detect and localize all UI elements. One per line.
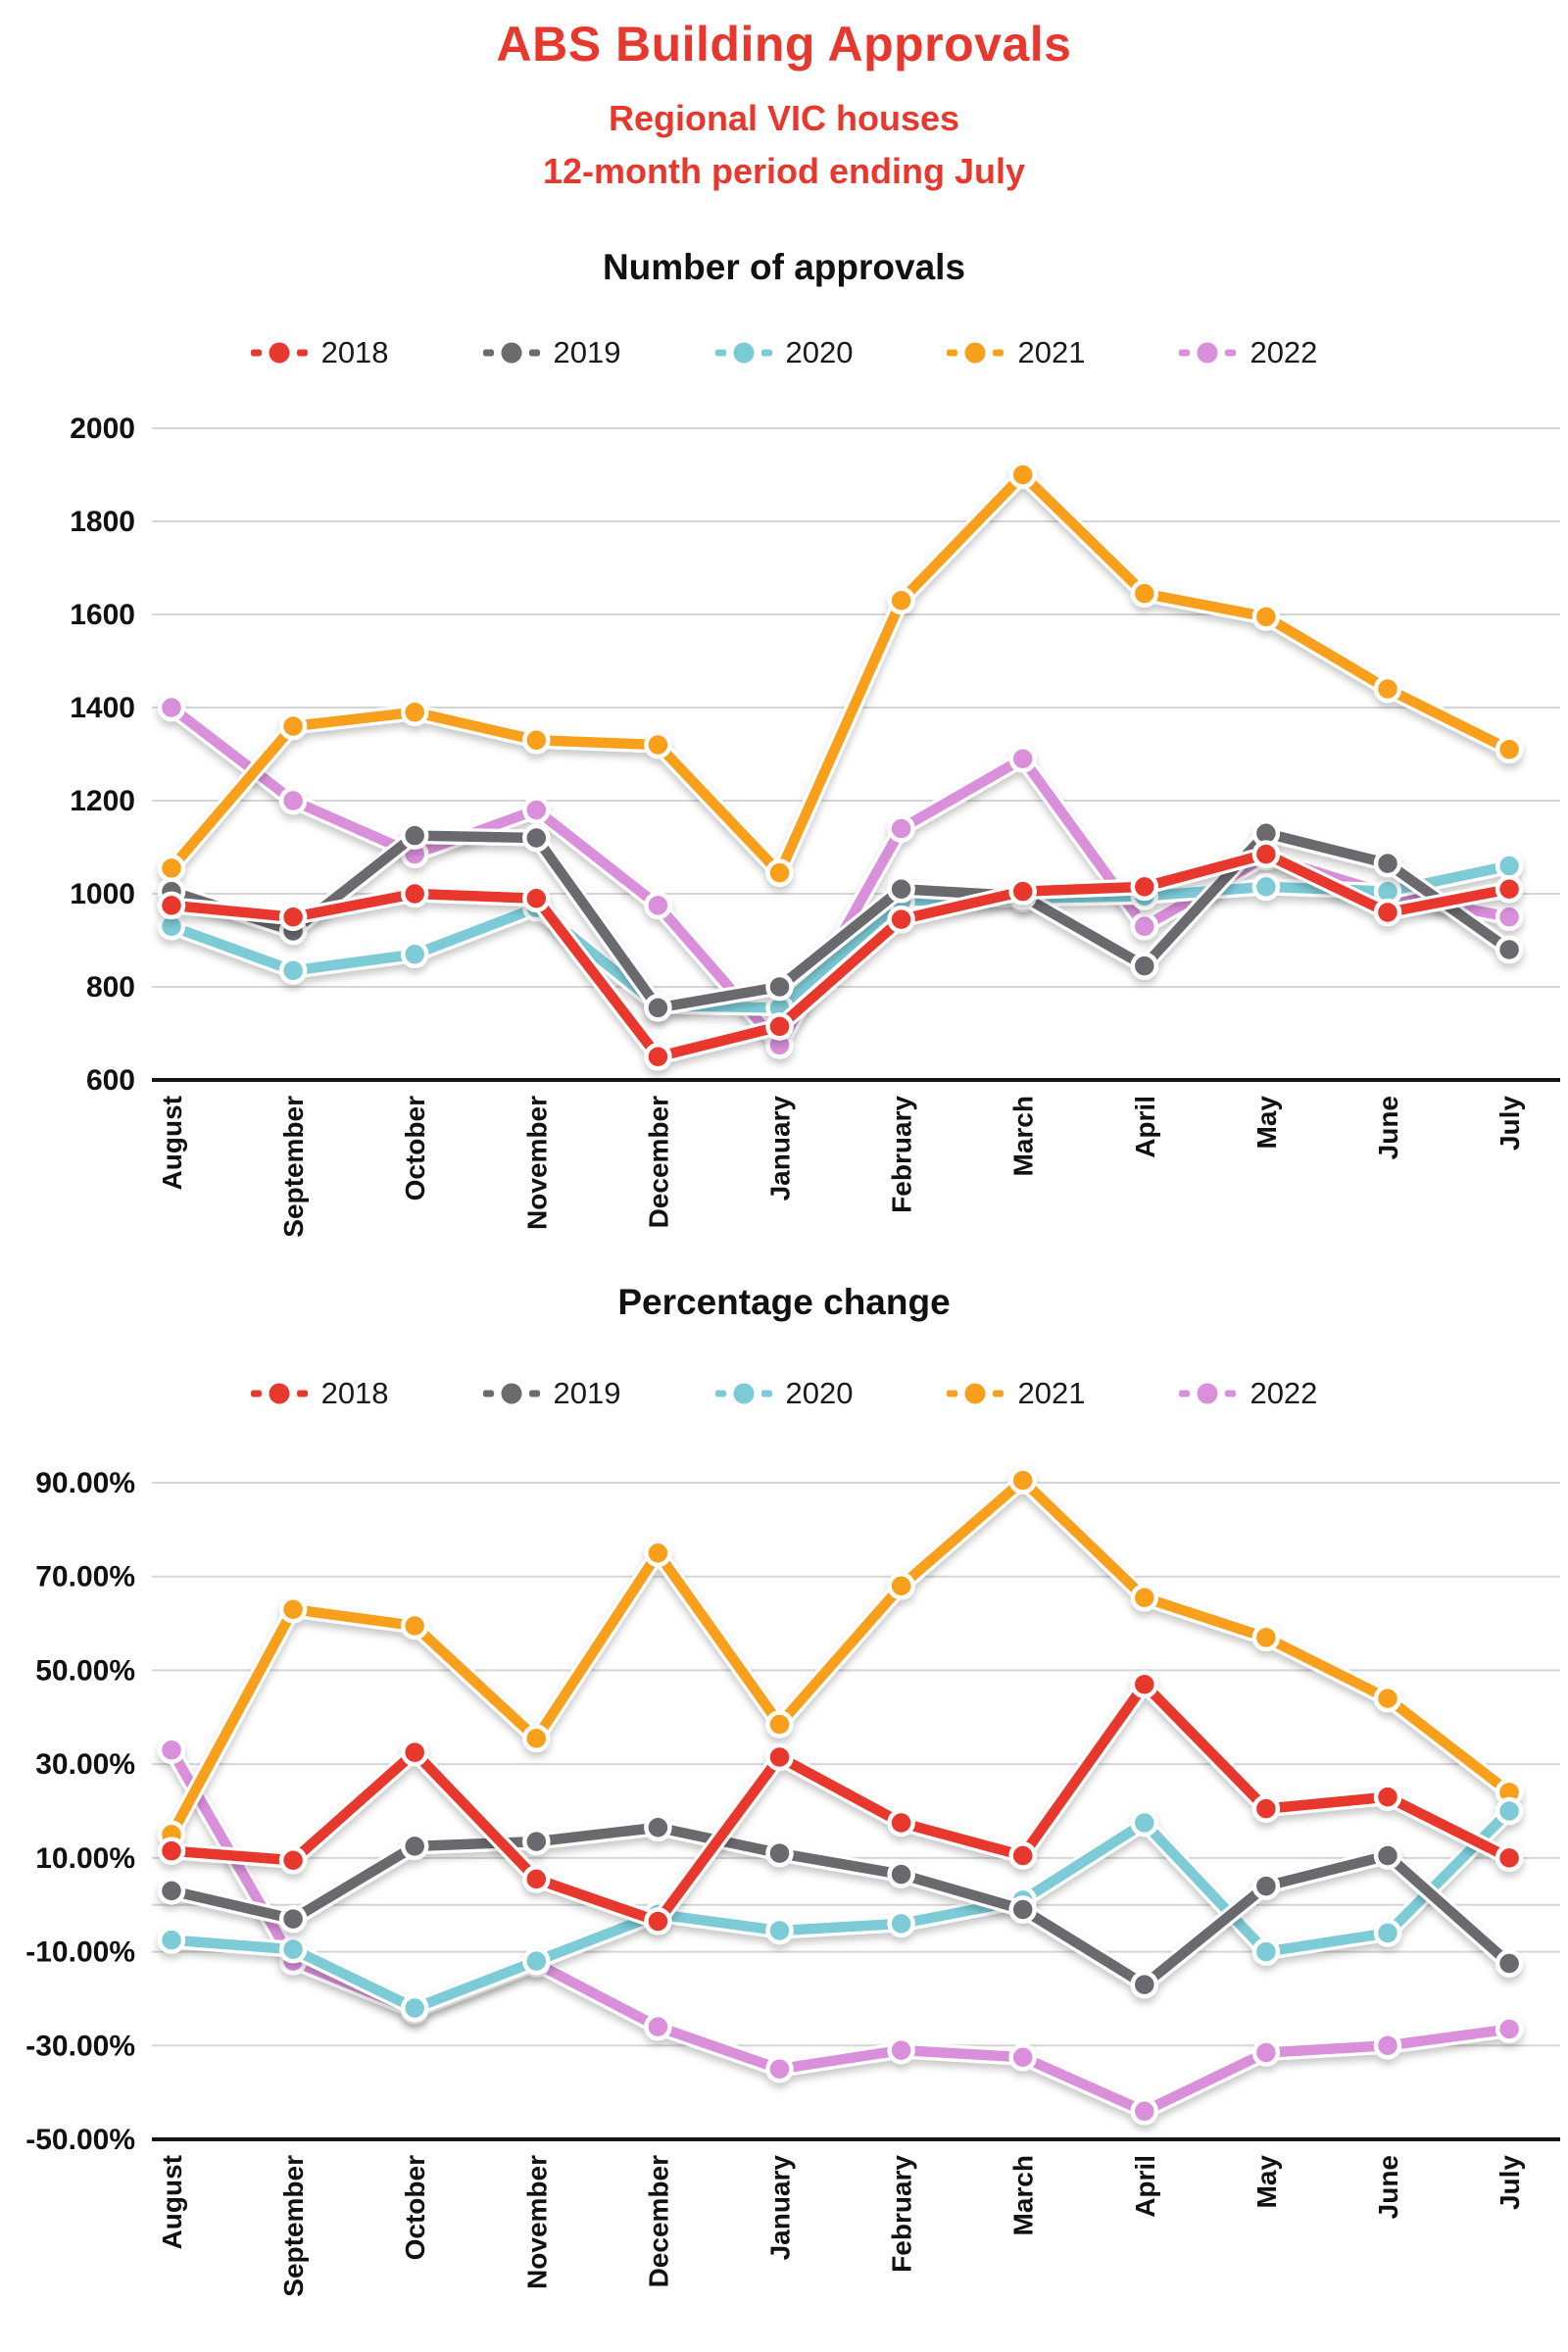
legend-marker-icon [482,342,540,364]
legend-marker-icon [1179,342,1237,364]
svg-text:June: June [1373,2155,1403,2219]
approvals-chart-title: Number of approvals [602,247,966,287]
svg-text:April: April [1130,2155,1160,2218]
legend-item-2018: 2018 [250,1376,389,1411]
legend-marker-icon [250,1383,308,1404]
legend-item-2018: 2018 [250,335,389,370]
svg-text:800: 800 [86,971,135,1004]
legend-item-2020: 2020 [714,335,854,370]
svg-text:October: October [400,1096,430,1200]
svg-text:-30.00%: -30.00% [25,2030,135,2062]
svg-text:90.00%: 90.00% [35,1467,135,1499]
legend-label: 2020 [785,1376,854,1410]
svg-text:1600: 1600 [70,599,135,631]
svg-text:February: February [887,1096,917,1213]
svg-text:70.00%: 70.00% [35,1561,135,1593]
page-subtitle-period: 12-month period ending July [542,151,1026,191]
svg-text:August: August [157,1096,187,1190]
svg-text:November: November [521,1096,552,1230]
svg-text:September: September [278,2155,309,2297]
legend-label: 2021 [1017,335,1086,369]
legend-marker-icon [250,342,308,364]
legend-item-2022: 2022 [1179,335,1317,370]
legend-item-2019: 2019 [482,1376,621,1411]
svg-text:October: October [400,2155,430,2260]
legend-marker-icon [947,1383,1004,1404]
svg-text:June: June [1373,1096,1403,1159]
svg-text:January: January [765,2155,796,2261]
svg-text:-10.00%: -10.00% [25,1936,135,1969]
svg-text:30.00%: 30.00% [35,1748,135,1781]
page-title: ABS Building Approvals [496,17,1072,72]
page-subtitle-region: Regional VIC houses [608,98,960,138]
legend-label: 2019 [553,1376,621,1410]
svg-text:November: November [521,2155,552,2289]
legend-label: 2018 [320,335,389,369]
svg-text:600: 600 [86,1064,135,1097]
legend-item-2019: 2019 [482,335,621,370]
legend-item-2022: 2022 [1179,1376,1317,1411]
legend-marker-icon [1179,1383,1237,1404]
approvals-chart-legend: 2018 2019 2020 2021 2022 [0,335,1568,370]
svg-text:2000: 2000 [70,413,135,445]
svg-text:1400: 1400 [70,692,135,724]
svg-text:March: March [1008,1096,1039,1176]
svg-text:February: February [887,2155,917,2273]
svg-text:July: July [1494,2155,1525,2210]
legend-label: 2019 [553,335,621,369]
svg-text:September: September [278,1096,309,1238]
legend-marker-icon [482,1383,540,1404]
svg-text:December: December [643,1096,673,1229]
legend-marker-icon [714,342,772,364]
legend-marker-icon [947,342,1004,364]
svg-text:December: December [643,2155,673,2288]
percentage-chart-legend: 2018 2019 2020 2021 2022 [0,1376,1568,1411]
svg-text:April: April [1130,1096,1160,1158]
svg-text:January: January [765,1096,796,1201]
percentage-line-chart: 90.00% 70.00% 50.00% 30.00% 10.00% -10.00% -30… [25,1466,1560,2297]
legend-label: 2022 [1250,335,1318,369]
svg-text:50.00%: 50.00% [35,1654,135,1687]
legend-marker-icon [714,1383,772,1404]
approvals-line-chart: 2000 1800 1600 1400 1200 1000 800 600 August Sept… [70,413,1560,1238]
legend-label: 2020 [785,335,854,369]
svg-text:10.00%: 10.00% [35,1842,135,1875]
svg-text:August: August [157,2155,187,2249]
legend-label: 2018 [320,1376,389,1410]
svg-text:May: May [1251,2155,1282,2209]
legend-item-2020: 2020 [714,1376,854,1411]
svg-text:May: May [1251,1096,1282,1150]
svg-text:1000: 1000 [70,878,135,910]
legend-label: 2021 [1017,1376,1086,1410]
legend-label: 2022 [1250,1376,1318,1410]
percentage-chart-title: Percentage change [617,1282,951,1322]
svg-text:-50.00%: -50.00% [25,2124,135,2156]
legend-item-2021: 2021 [947,335,1085,370]
svg-text:March: March [1008,2155,1039,2235]
legend-item-2021: 2021 [947,1376,1085,1411]
svg-text:July: July [1494,1096,1525,1151]
svg-text:1200: 1200 [70,785,135,817]
svg-text:1800: 1800 [70,506,135,538]
